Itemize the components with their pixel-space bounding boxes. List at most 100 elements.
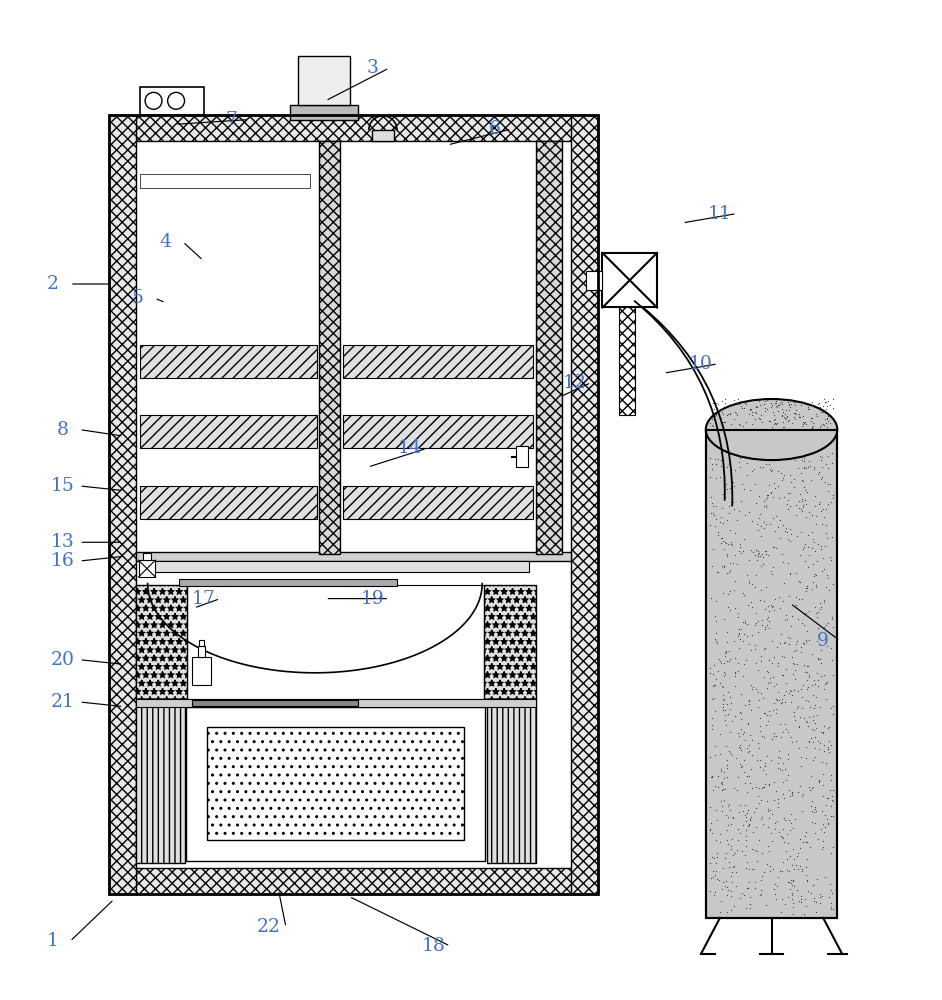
- Point: [800, 539, 815, 555]
- Point: [757, 403, 772, 419]
- Point: [762, 652, 777, 668]
- Point: [706, 782, 721, 798]
- Point: [819, 755, 834, 771]
- Point: [717, 611, 732, 627]
- Point: [785, 885, 800, 901]
- Bar: [290, 105, 358, 120]
- Point: [738, 847, 753, 863]
- Point: [783, 467, 798, 483]
- Point: [795, 786, 810, 802]
- Point: [811, 741, 826, 757]
- Point: [714, 434, 729, 450]
- Point: [777, 419, 792, 435]
- Point: [808, 516, 823, 532]
- Point: [752, 410, 767, 426]
- Point: [759, 489, 774, 505]
- Point: [784, 806, 799, 822]
- Point: [721, 564, 736, 580]
- Point: [772, 530, 788, 546]
- Text: 9: 9: [818, 632, 829, 650]
- Bar: [136, 699, 536, 707]
- Point: [748, 819, 763, 835]
- Point: [786, 899, 801, 915]
- Point: [791, 740, 806, 756]
- Point: [798, 891, 813, 907]
- Point: [708, 593, 723, 609]
- Point: [781, 874, 796, 890]
- Point: [735, 614, 750, 630]
- Point: [795, 418, 810, 434]
- Point: [772, 440, 788, 456]
- Point: [791, 893, 806, 909]
- Point: [768, 783, 783, 799]
- Point: [764, 440, 779, 456]
- Point: [728, 750, 743, 766]
- Point: [741, 573, 756, 589]
- Point: [752, 592, 767, 608]
- Point: [721, 586, 736, 602]
- Point: [729, 864, 744, 880]
- Point: [723, 868, 739, 884]
- Point: [799, 583, 814, 599]
- Point: [771, 432, 786, 448]
- Point: [787, 643, 802, 659]
- Point: [813, 541, 828, 557]
- Point: [731, 640, 746, 656]
- Point: [741, 768, 756, 784]
- Point: [804, 410, 819, 426]
- Point: [794, 788, 809, 804]
- Point: [819, 617, 834, 633]
- Point: [726, 633, 741, 649]
- Point: [714, 881, 729, 897]
- Point: [771, 799, 786, 815]
- Point: [729, 556, 744, 572]
- Point: [801, 718, 816, 734]
- Point: [721, 684, 736, 700]
- Point: [746, 824, 761, 840]
- Point: [823, 808, 838, 824]
- Point: [793, 749, 808, 765]
- Point: [749, 779, 764, 795]
- Point: [796, 906, 811, 922]
- Point: [724, 864, 739, 880]
- Point: [811, 773, 826, 789]
- Point: [779, 661, 794, 677]
- Point: [778, 694, 793, 710]
- Point: [735, 803, 750, 819]
- Point: [786, 861, 801, 877]
- Point: [778, 772, 793, 788]
- Point: [771, 824, 787, 840]
- Point: [723, 701, 738, 717]
- Point: [802, 453, 817, 469]
- Point: [813, 471, 828, 487]
- Point: [764, 395, 779, 411]
- Point: [762, 858, 777, 874]
- Point: [765, 510, 780, 526]
- Point: [823, 798, 838, 814]
- Point: [771, 403, 786, 419]
- Point: [732, 825, 747, 841]
- Point: [748, 617, 763, 633]
- Point: [752, 545, 767, 561]
- Point: [765, 404, 780, 420]
- Point: [749, 853, 764, 869]
- Point: [706, 395, 721, 411]
- Point: [774, 667, 789, 683]
- Point: [749, 405, 764, 421]
- Point: [740, 802, 755, 818]
- Point: [780, 501, 795, 517]
- Point: [799, 580, 814, 596]
- Point: [747, 861, 762, 877]
- Point: [762, 413, 777, 429]
- Point: [768, 416, 783, 432]
- Point: [719, 643, 734, 659]
- Point: [713, 410, 728, 426]
- Point: [812, 395, 827, 411]
- Point: [705, 717, 720, 733]
- Point: [797, 482, 812, 498]
- Point: [818, 691, 833, 707]
- Point: [763, 484, 778, 500]
- Bar: [136, 585, 187, 699]
- Point: [776, 687, 791, 703]
- Point: [813, 735, 828, 751]
